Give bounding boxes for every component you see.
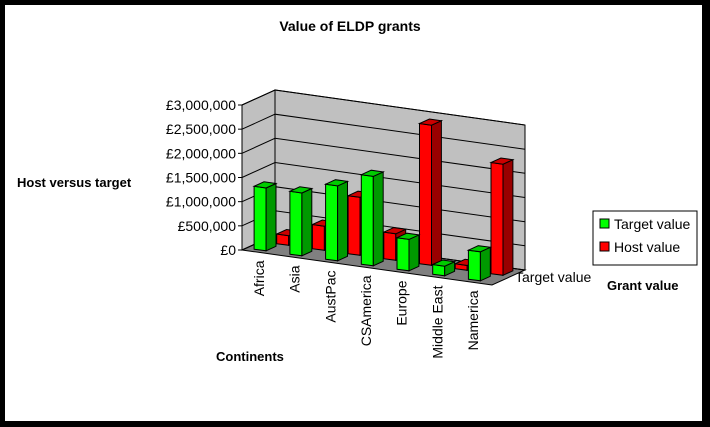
target-bar-middle-east (430, 259, 457, 277)
y-tick-label: £2,000,000 (166, 145, 236, 161)
legend-label-target: Target value (614, 216, 690, 232)
chart-frame: Value of ELDP grants Host versus target … (5, 5, 702, 421)
category-label: Africa (251, 260, 267, 296)
y-tick-label: £2,500,000 (166, 121, 236, 137)
target-bar-asia (288, 186, 314, 257)
category-label: AustPac (322, 271, 338, 323)
host-bar-europe (417, 118, 444, 267)
legend-box (592, 210, 698, 266)
y-tick-label: £0 (220, 242, 236, 258)
target-bar-namerica (466, 245, 493, 282)
gridline (241, 89, 526, 126)
category-label: CSAmerica (358, 275, 374, 346)
depth-tick-label: Target value (515, 269, 591, 285)
target-bar-csamerica (359, 169, 385, 267)
y-axis-label: Host versus target (17, 175, 132, 190)
target-bar-africa (252, 181, 278, 252)
chart: Value of ELDP grants Host versus target … (17, 18, 698, 364)
target-bar-austpac (323, 179, 350, 262)
category-label: Middle East (429, 285, 445, 358)
y-tick-label: £1,500,000 (166, 170, 236, 186)
y-tick-label: £500,000 (178, 218, 237, 234)
x-axis-label: Continents (216, 349, 284, 364)
chart-title: Value of ELDP grants (279, 18, 421, 34)
category-label: Asia (287, 265, 303, 292)
legend: Target value Host value (592, 210, 698, 266)
bars (252, 118, 515, 282)
legend-swatch-host (599, 241, 610, 252)
y-tick-label: £1,000,000 (166, 194, 236, 210)
category-label: Europe (394, 280, 410, 325)
legend-swatch-target (599, 218, 610, 229)
category-label: Namerica (465, 290, 481, 350)
z-axis-label: Grant value (607, 278, 679, 293)
host-bar-namerica (489, 157, 515, 277)
category-labels: Africa Asia AustPac CSAmerica Europe Middle E… (251, 260, 481, 358)
y-tick-labels: £0 £500,000 £1,000,000 £1,500,000 £2,000,000… (166, 97, 236, 258)
legend-label-host: Host value (614, 239, 680, 255)
target-bar-europe (395, 232, 421, 272)
y-tick-label: £3,000,000 (166, 97, 236, 113)
